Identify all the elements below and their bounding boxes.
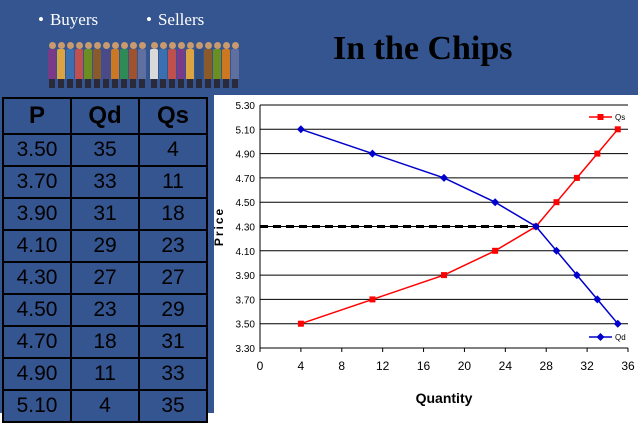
- data-point-qd: [572, 271, 581, 280]
- y-tick-label: 4.30: [236, 223, 256, 234]
- sellers-clipart-icon: [150, 40, 239, 88]
- table-row: 3.50 35 4: [2, 133, 208, 167]
- table-row: 5.10 4 35: [2, 389, 208, 423]
- x-tick-label: 12: [376, 359, 390, 373]
- x-tick-label: 28: [540, 359, 554, 373]
- supply-demand-chart: 3.30 3.50 3.70 3.90 4.10 4.30 4.50 4.70 4.90 5.10…: [214, 101, 635, 406]
- cell-qs: 11: [138, 165, 208, 199]
- header-price: P: [2, 97, 72, 135]
- y-tick-label: 3.50: [236, 320, 256, 331]
- data-point-qd: [593, 295, 602, 304]
- bullet-label: Sellers: [157, 10, 205, 29]
- x-tick-label: 0: [257, 359, 264, 373]
- table-header-row: P Qd Qs: [2, 97, 208, 135]
- y-tick-label: 5.30: [236, 101, 256, 112]
- cell-qd: 33: [70, 165, 140, 199]
- cell-qd: 27: [70, 261, 140, 295]
- x-tick-label: 16: [417, 359, 431, 373]
- x-tick-label: 32: [580, 359, 594, 373]
- table-row: 4.50 23 29: [2, 293, 208, 327]
- table-row: 4.30 27 27: [2, 261, 208, 295]
- cell-qs: 4: [138, 133, 208, 167]
- x-tick-label: 36: [621, 359, 635, 373]
- table-row: 4.70 18 31: [2, 325, 208, 359]
- y-axis-label: Price: [214, 207, 226, 246]
- cell-price: 4.70: [2, 325, 72, 359]
- cell-qd: 35: [70, 133, 140, 167]
- x-axis-label: Quantity: [416, 390, 473, 406]
- cell-qd: 23: [70, 293, 140, 327]
- cell-qs: 33: [138, 357, 208, 391]
- cell-qs: 31: [138, 325, 208, 359]
- data-point-qs: [594, 150, 601, 157]
- x-tick-label: 20: [458, 359, 472, 373]
- cell-price: 4.90: [2, 357, 72, 391]
- data-point-qs: [369, 296, 376, 303]
- bullet-buyers: • Buyers: [38, 10, 98, 30]
- cell-qs: 18: [138, 197, 208, 231]
- header-qd: Qd: [70, 97, 140, 135]
- bullet-dot-icon: •: [38, 10, 44, 29]
- cell-price: 3.90: [2, 197, 72, 231]
- cell-price: 4.50: [2, 293, 72, 327]
- data-point-qd: [552, 246, 561, 255]
- price-quantity-table-panel: P Qd Qs 3.50 35 4 3.70 33 11 3.90 31 18 4.10 29…: [0, 95, 214, 423]
- header-qs: Qs: [138, 97, 208, 135]
- cell-price: 5.10: [2, 389, 72, 423]
- data-point-qd: [296, 125, 305, 134]
- y-tick-label: 3.70: [236, 295, 256, 306]
- data-point-qs: [553, 199, 560, 206]
- cell-qs: 27: [138, 261, 208, 295]
- data-point-qs: [297, 320, 304, 327]
- table-row: 4.10 29 23: [2, 229, 208, 263]
- y-tick-label: 3.90: [236, 271, 256, 282]
- table-row: 4.90 11 33: [2, 357, 208, 391]
- data-point-qd: [440, 173, 448, 182]
- data-point-qs: [614, 126, 621, 133]
- y-tick-label: 4.50: [236, 198, 256, 209]
- cell-qs: 29: [138, 293, 208, 327]
- cell-qs: 35: [138, 389, 208, 423]
- legend-label-qd: Qd: [615, 333, 626, 342]
- data-point-qd: [613, 319, 622, 328]
- y-tick-label: 5.10: [236, 125, 256, 136]
- data-point-qs: [441, 272, 447, 279]
- bullet-label: Buyers: [49, 10, 99, 29]
- y-tick-label: 3.30: [236, 344, 256, 355]
- cell-price: 3.70: [2, 165, 72, 199]
- slide-header: • Buyers • Sellers In the Chips: [0, 0, 638, 95]
- legend-label-qs: Qs: [615, 113, 625, 122]
- data-point-qs: [573, 174, 580, 181]
- cell-price: 3.50: [2, 133, 72, 167]
- table-row: 3.70 33 11: [2, 165, 208, 199]
- data-point-qs: [492, 247, 499, 254]
- buyers-clipart-icon: [48, 40, 146, 88]
- cell-qd: 18: [70, 325, 140, 359]
- cell-price: 4.30: [2, 261, 72, 295]
- data-point-qd: [368, 149, 377, 158]
- cell-qd: 11: [70, 357, 140, 391]
- data-point-qd: [491, 198, 500, 207]
- x-tick-label: 8: [338, 359, 345, 373]
- price-quantity-table: P Qd Qs 3.50 35 4 3.70 33 11 3.90 31 18 4.10 29…: [2, 97, 208, 423]
- bullet-sellers: • Sellers: [146, 10, 204, 30]
- data-point-qd: [532, 222, 540, 231]
- table-row: 3.90 31 18: [2, 197, 208, 231]
- slide-title: In the Chips: [333, 30, 513, 67]
- cell-qs: 23: [138, 229, 208, 263]
- bullet-dot-icon: •: [146, 10, 152, 29]
- y-tick-label: 4.70: [236, 174, 256, 185]
- cell-qd: 29: [70, 229, 140, 263]
- legend-marker-qd: [596, 333, 605, 341]
- x-tick-label: 24: [499, 359, 513, 373]
- y-tick-label: 4.10: [236, 247, 256, 258]
- cell-price: 4.10: [2, 229, 72, 263]
- y-tick-label: 4.90: [236, 150, 256, 161]
- legend-marker-qs: [597, 114, 604, 120]
- x-tick-label: 4: [298, 359, 305, 373]
- cell-qd: 4: [70, 389, 140, 423]
- cell-qd: 31: [70, 197, 140, 231]
